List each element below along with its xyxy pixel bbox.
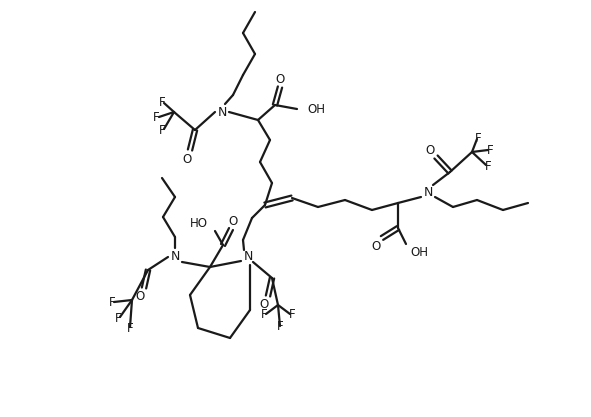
Text: F: F [261, 309, 267, 322]
Text: F: F [485, 159, 491, 173]
Text: F: F [288, 309, 296, 322]
Text: O: O [135, 291, 145, 304]
Text: O: O [371, 239, 381, 253]
Text: F: F [126, 322, 134, 334]
Text: F: F [159, 95, 165, 108]
Text: N: N [243, 251, 253, 264]
Text: O: O [426, 143, 434, 156]
Text: O: O [228, 214, 238, 228]
Text: N: N [170, 251, 180, 264]
Text: O: O [275, 73, 285, 85]
Text: OH: OH [307, 103, 325, 116]
Text: O: O [259, 299, 269, 311]
Text: F: F [109, 296, 115, 309]
Text: N: N [217, 106, 227, 118]
Text: F: F [475, 131, 481, 145]
Text: F: F [152, 111, 160, 123]
Text: O: O [183, 153, 191, 166]
Text: N: N [423, 186, 433, 198]
Text: HO: HO [190, 216, 208, 229]
Text: OH: OH [410, 246, 428, 259]
Text: F: F [486, 143, 493, 156]
Text: F: F [159, 123, 165, 136]
Text: F: F [277, 321, 283, 334]
Text: F: F [115, 311, 121, 324]
